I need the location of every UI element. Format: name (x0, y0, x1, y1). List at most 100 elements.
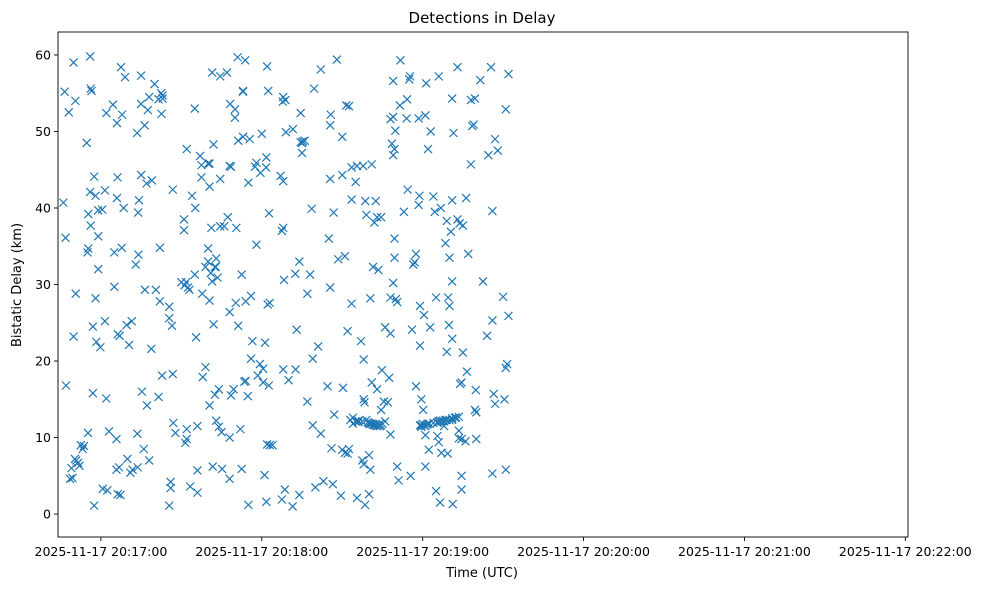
data-point (329, 410, 339, 420)
data-point (463, 249, 473, 259)
data-point (449, 128, 458, 138)
data-point (260, 470, 269, 480)
data-point (243, 500, 253, 510)
data-point (211, 262, 221, 272)
data-point (310, 482, 320, 492)
data-point (68, 473, 77, 483)
y-tick-label: 60 (35, 47, 51, 62)
data-point (386, 430, 395, 439)
data-point (453, 62, 462, 72)
data-point (123, 454, 132, 464)
data-point (392, 462, 402, 472)
data-point (284, 375, 294, 385)
data-point (226, 391, 236, 400)
data-point (341, 101, 351, 110)
data-point (347, 195, 357, 204)
data-point (75, 461, 84, 471)
data-point (229, 384, 239, 394)
data-point (338, 383, 348, 393)
data-point (134, 250, 143, 260)
data-point (325, 120, 335, 130)
data-point (490, 134, 500, 144)
data-point (420, 110, 430, 120)
data-point (434, 71, 444, 81)
data-point (360, 500, 370, 510)
data-point (294, 257, 304, 266)
data-point (64, 107, 74, 117)
data-point (255, 359, 265, 369)
data-point (313, 342, 323, 351)
data-point (302, 397, 312, 406)
data-point (182, 144, 192, 154)
data-point (71, 96, 80, 106)
data-point (61, 233, 70, 243)
data-point (323, 381, 332, 391)
data-point (260, 338, 270, 348)
data-point (88, 322, 98, 332)
data-point (213, 273, 222, 283)
y-tick-label: 0 (43, 507, 51, 522)
data-point (462, 367, 472, 377)
data-point (434, 437, 444, 447)
data-point (501, 104, 511, 114)
data-point (190, 104, 200, 113)
data-point (404, 75, 414, 84)
data-point (296, 108, 306, 118)
data-point (386, 293, 395, 302)
data-point (193, 421, 202, 431)
data-point (447, 195, 457, 205)
data-point (89, 501, 99, 511)
data-point (340, 251, 350, 261)
data-point (493, 146, 503, 156)
data-point (215, 221, 225, 231)
data-point (265, 440, 275, 450)
data-point (359, 459, 369, 469)
data-point (251, 158, 261, 168)
data-point (276, 171, 285, 181)
data-point (388, 76, 398, 86)
data-point (195, 151, 205, 161)
data-point (203, 244, 213, 253)
data-point (368, 262, 378, 272)
data-point (73, 458, 83, 468)
data-point (498, 292, 508, 302)
data-point (155, 243, 165, 253)
data-point (360, 397, 369, 407)
data-point (185, 482, 195, 491)
data-point (471, 385, 481, 395)
data-point (215, 174, 225, 184)
data-point (416, 394, 426, 404)
data-point (307, 204, 317, 214)
data-point (367, 378, 377, 387)
data-point (60, 87, 70, 97)
data-point (324, 234, 334, 244)
data-point (475, 75, 485, 85)
data-point (487, 469, 497, 478)
data-point (66, 463, 76, 473)
data-point (61, 381, 71, 390)
data-point (85, 187, 95, 197)
data-point (408, 260, 418, 270)
data-point (109, 282, 119, 292)
data-point (365, 465, 375, 475)
x-tick-label: 2025-11-17 20:22:00 (839, 544, 972, 559)
data-point (243, 178, 253, 188)
data-point (388, 112, 398, 122)
data-point (187, 191, 197, 201)
data-point (470, 94, 480, 103)
data-point (203, 159, 213, 169)
data-point (164, 501, 174, 511)
data-point (415, 191, 424, 201)
data-point (91, 337, 101, 347)
data-point (486, 62, 496, 72)
data-point (79, 441, 89, 451)
data-point (246, 291, 256, 301)
data-point (319, 476, 328, 486)
data-point (143, 105, 153, 115)
data-point (300, 136, 310, 146)
data-point (344, 101, 354, 111)
data-point (83, 428, 93, 438)
data-point (133, 462, 143, 472)
data-point (142, 400, 152, 410)
data-point (502, 359, 512, 369)
